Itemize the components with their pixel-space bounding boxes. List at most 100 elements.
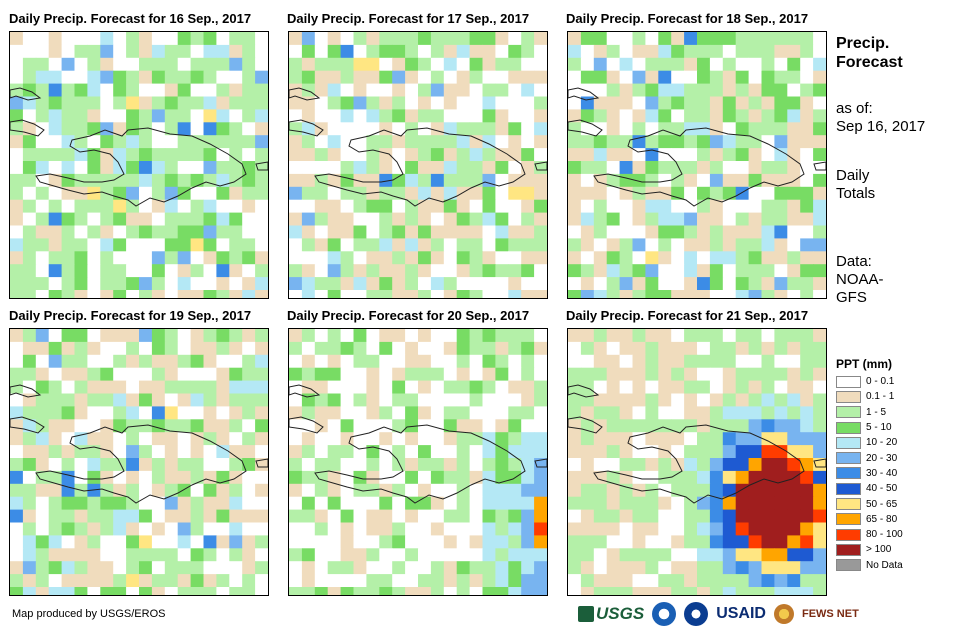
precip-cell [87,445,101,459]
legend-item: 65 - 80 [836,512,903,527]
precip-cell [521,148,535,162]
precip-cell [366,251,380,265]
precip-cell [469,432,483,446]
precip-cell [255,483,268,498]
precip-cell [164,32,179,46]
precip-cell [216,264,230,278]
precip-cell [100,496,114,511]
precip-cell [697,199,711,214]
precip-cell [314,393,329,407]
precip-cell [87,548,101,562]
precip-cell [774,148,788,162]
precip-cell [735,406,750,420]
precip-cell [100,122,114,136]
precip-cell [242,83,256,97]
precip-cell [61,470,75,485]
precip-cell [787,509,801,523]
legend-label: 0.1 - 1 [866,391,895,403]
precip-cell [392,212,406,226]
precip-cell [314,329,329,343]
precip-cell [456,148,471,162]
precip-cell [619,251,633,265]
precip-cell [748,341,762,356]
precip-cell [190,535,204,549]
precip-cell [684,173,698,188]
precip-cell [521,458,535,472]
precip-cell [709,470,724,485]
precip-cell [534,83,547,97]
precip-cell [61,83,75,97]
precip-cell [800,483,814,498]
precip-cell [606,574,621,588]
precip-cell [379,354,393,369]
precip-cell [113,419,127,433]
precip-cell [35,509,50,523]
precip-cell [761,186,775,201]
precip-cell [774,44,788,59]
map-panel-17-sep [288,31,548,299]
precip-cell [10,186,24,201]
precip-cell [327,109,342,123]
precip-cell [722,238,737,252]
precip-cell [35,548,50,562]
precip-cell [787,367,801,382]
precip-cell [813,380,826,394]
precip-cell [508,264,522,278]
precip-cell [671,173,685,188]
precip-cell [593,341,608,356]
precip-cell [684,290,698,298]
precip-cell [113,290,127,298]
precip-cell [813,135,826,149]
precip-cell [100,44,114,59]
precip-cell [190,445,204,459]
precip-cell [327,354,342,369]
precip-cell [216,186,230,201]
precip-cell [10,173,24,188]
precip-cell [418,535,432,549]
precip-cell [340,535,354,549]
precip-cell [813,83,826,97]
precip-cell [314,57,329,72]
precip-cell [568,238,582,252]
precip-cell [379,587,393,595]
precip-cell [366,458,380,472]
precip-cell [722,341,737,356]
data-source-line2: GFS [836,289,867,306]
precip-cell [289,367,303,382]
precip-cell [722,393,737,407]
precip-cell [113,406,127,420]
precip-cell [242,406,256,420]
precip-cell [645,561,659,575]
precip-cell [748,277,762,291]
precip-cell [190,135,204,149]
precip-cell [418,199,432,214]
precip-cell [340,432,354,446]
precip-cell [177,186,192,201]
precip-cell [495,148,509,162]
precip-cell [74,32,88,46]
precip-cell [10,199,24,214]
precip-cell [761,290,775,298]
precip-cell [113,83,127,97]
precip-cell [568,329,582,343]
precip-cell [761,212,775,226]
precip-cell [787,44,801,59]
precip-cell [74,470,88,485]
precip-cell [22,173,37,188]
precip-cell [813,96,826,110]
precip-cell [800,161,814,175]
precip-cell [314,445,329,459]
precip-cell [606,535,621,549]
precip-cell [800,251,814,265]
hispaniola-coastline [35,127,247,207]
precip-cell [787,561,801,575]
precip-cell [366,535,380,549]
map-panel-18-sep [567,31,827,299]
precip-cell [113,135,127,149]
legend-title: PPT (mm) [836,357,893,371]
precip-grid [289,329,547,595]
precip-cell [10,522,24,536]
precip-cell [774,290,788,298]
precip-cell [35,522,50,536]
precip-cell [379,445,393,459]
